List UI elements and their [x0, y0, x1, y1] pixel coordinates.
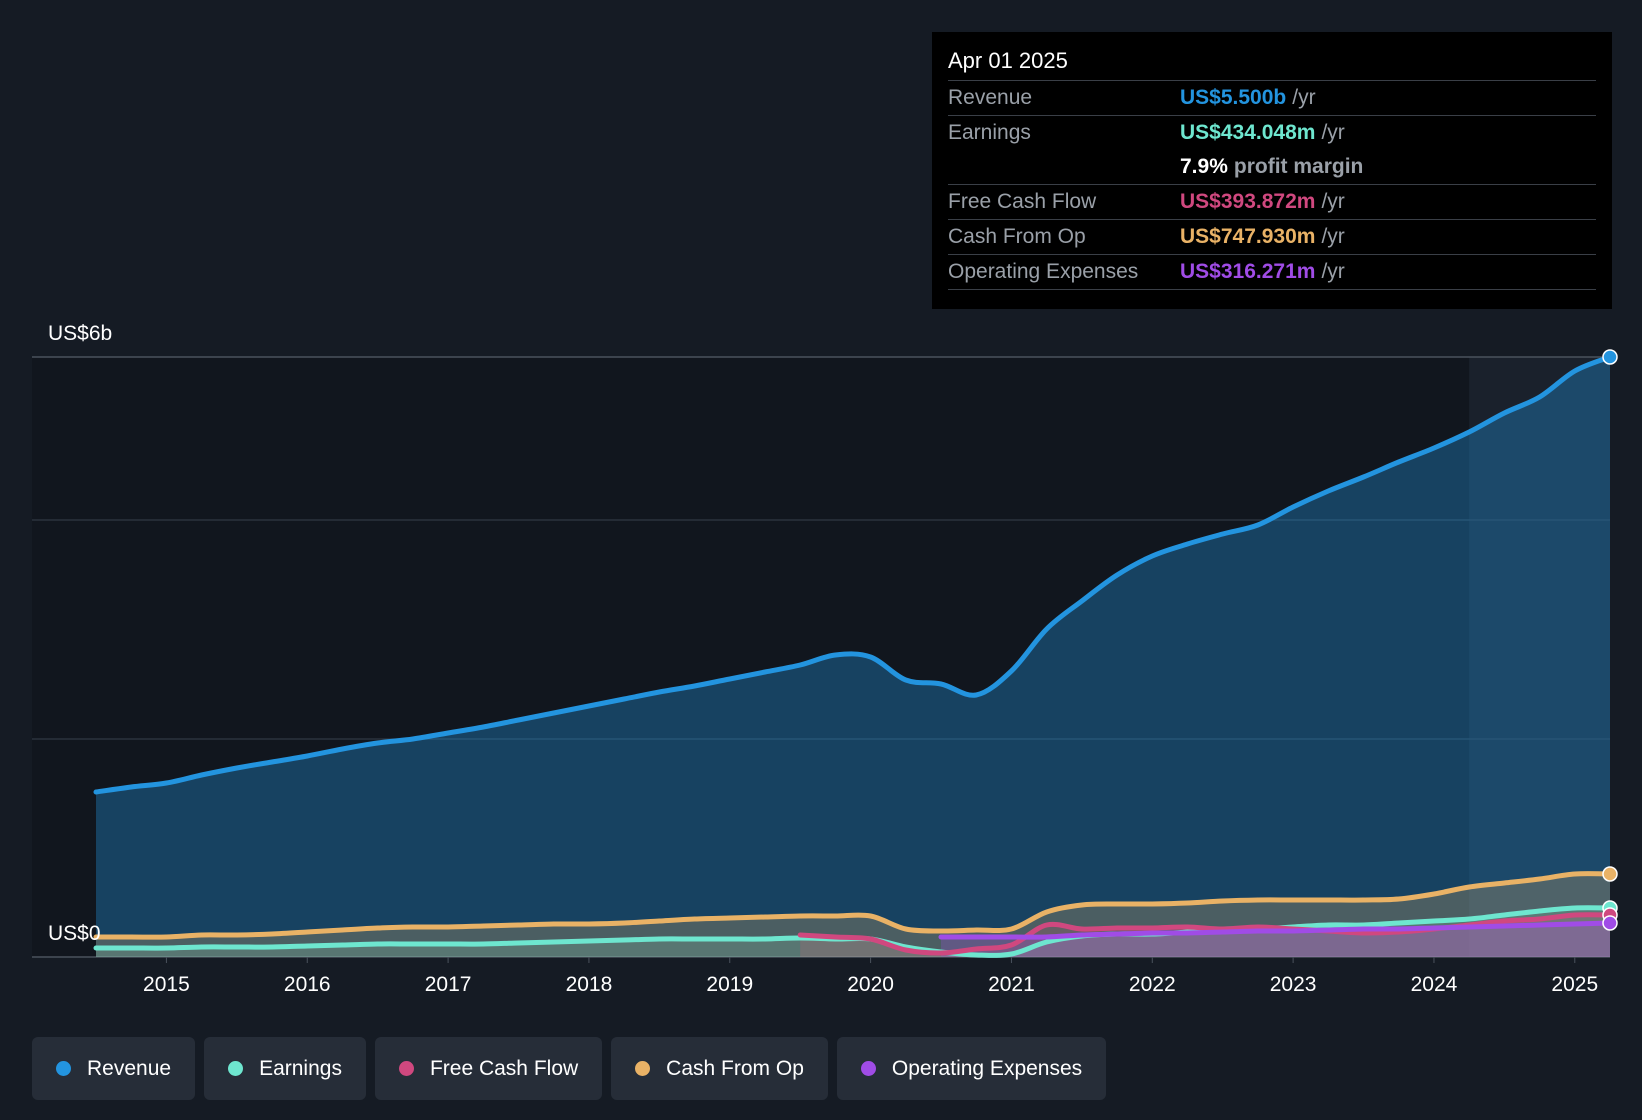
legend-item-revenue[interactable]: Revenue [32, 1037, 196, 1100]
tooltip-cfo-label: Cash From Op [948, 225, 1086, 248]
series-lines [93, 354, 1613, 958]
tooltip-earnings-unit: /yr [1321, 121, 1345, 144]
operating-expenses-area [941, 923, 1610, 957]
tooltip-revenue-value: US$5.500b [1180, 86, 1287, 109]
x-tick-label: 2018 [566, 973, 613, 996]
tooltip-fcf-value: US$393.872m [1180, 190, 1316, 213]
legend-item-earnings[interactable]: Earnings [204, 1037, 366, 1100]
legend-item-free-cash-flow[interactable]: Free Cash Flow [374, 1037, 603, 1100]
cash-from-op-endpoint [1602, 866, 1618, 882]
tooltip-row-opex: Operating Expenses US$316.271m /yr [948, 255, 1596, 290]
tooltip-revenue-label: Revenue [948, 86, 1033, 109]
x-tick-label: 2019 [706, 973, 753, 996]
earnings-dot-icon [228, 1061, 244, 1076]
x-axis-ticks: 2015 2016 2017 2018 2019 2020 2021 2022 2023 2024… [143, 957, 1598, 996]
cash-from-op-line [93, 871, 1613, 940]
free-cash-flow-dot-icon [398, 1061, 414, 1076]
tooltip-margin-value: 7.9% [1180, 155, 1228, 178]
x-tick-label: 2021 [988, 973, 1035, 996]
tooltip-cfo-value: US$747.930m [1180, 225, 1316, 248]
operating-expenses-dot-icon [860, 1061, 876, 1076]
y-axis-top-label: US$6b [48, 322, 112, 345]
revenue-line [93, 354, 1613, 795]
operating-expenses-line [938, 920, 1613, 940]
legend-cash-from-op-label: Cash From Op [666, 1056, 804, 1080]
revenue-dot-icon [56, 1061, 71, 1076]
forecast-highlight-region [1469, 357, 1610, 957]
tooltip-row-revenue: Revenue US$5.500b /yr [948, 81, 1596, 116]
cash-from-op-dot-icon [635, 1061, 651, 1076]
tooltip-earnings-label: Earnings [948, 121, 1031, 144]
legend-earnings-label: Earnings [259, 1056, 342, 1080]
x-tick-label: 2017 [425, 973, 472, 996]
legend-operating-expenses-label: Operating Expenses [891, 1056, 1083, 1080]
x-tick-label: 2022 [1129, 973, 1176, 996]
grid-lines [32, 356, 1610, 958]
y-axis-bottom-label: US$0 [48, 922, 101, 945]
operating-expenses-endpoint [1602, 915, 1618, 931]
legend-item-operating-expenses[interactable]: Operating Expenses [836, 1037, 1107, 1100]
x-tick-label: 2024 [1411, 973, 1458, 996]
tooltip-row-cfo: Cash From Op US$747.930m /yr [948, 220, 1596, 255]
tooltip-opex-label: Operating Expenses [948, 260, 1139, 283]
series-endpoints [1602, 349, 1618, 931]
tooltip-cfo-unit: /yr [1321, 225, 1345, 248]
tooltip-margin-text: profit margin [1233, 155, 1364, 178]
x-tick-label: 2015 [143, 973, 190, 996]
tooltip-fcf-label: Free Cash Flow [948, 190, 1097, 213]
tooltip-earnings-value: US$434.048m [1180, 121, 1316, 144]
revenue-endpoint [1602, 349, 1618, 365]
tooltip-panel: Apr 01 2025 Revenue US$5.500b /yr Earnin… [932, 32, 1612, 309]
tooltip-opex-value: US$316.271m [1180, 260, 1316, 283]
x-tick-label: 2025 [1551, 973, 1598, 996]
legend-revenue-label: Revenue [87, 1056, 172, 1080]
tooltip-row-earnings: Earnings US$434.048m /yr [948, 116, 1596, 150]
free-cash-flow-area [800, 914, 1610, 957]
tooltip-row-fcf: Free Cash Flow US$393.872m /yr [948, 185, 1596, 220]
x-tick-label: 2016 [284, 973, 331, 996]
tooltip-opex-unit: /yr [1321, 260, 1345, 283]
legend: Revenue Earnings Free Cash Flow Cash Fro… [32, 1037, 1107, 1100]
x-tick-label: 2023 [1270, 973, 1317, 996]
legend-item-cash-from-op[interactable]: Cash From Op [611, 1037, 828, 1100]
tooltip-revenue-unit: /yr [1292, 86, 1316, 109]
tooltip-row-margin: 7.9% profit margin [948, 150, 1596, 185]
revenue-area [96, 357, 1610, 957]
x-tick-label: 2020 [847, 973, 894, 996]
tooltip-fcf-unit: /yr [1321, 190, 1345, 213]
tooltip-date: Apr 01 2025 [948, 46, 1596, 81]
legend-free-cash-flow-label: Free Cash Flow [429, 1056, 579, 1080]
